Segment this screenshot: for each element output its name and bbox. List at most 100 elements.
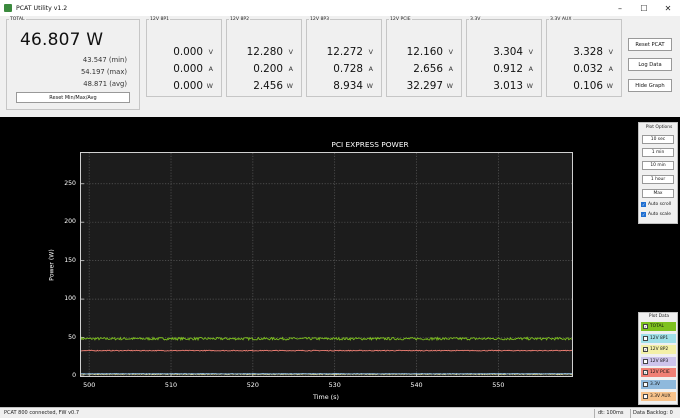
rail-current-row: 2.656 A (386, 63, 459, 78)
rail-voltage-unit: V (208, 48, 213, 56)
rail-power-unit: W (366, 82, 373, 90)
rail-current-value: 0.200 (253, 63, 283, 75)
rail-current-row: 0.000 A (146, 63, 219, 78)
range-1hour-button[interactable]: 1 hour (642, 175, 674, 184)
checkbox-unchecked-icon[interactable] (643, 382, 648, 387)
range-10min-button[interactable]: 10 min (642, 161, 674, 170)
app-icon (4, 4, 12, 12)
y-tick-label: 50 (68, 333, 76, 341)
rail-power-row: 0.000 W (146, 80, 219, 95)
rail-group: 12V 8P2 (226, 17, 302, 97)
hide-graph-button[interactable]: Hide Graph (628, 79, 672, 92)
y-axis-label: Power (W) (48, 249, 56, 281)
rail-current-unit: A (208, 65, 213, 73)
rail-power-row: 2.456 W (226, 80, 299, 95)
checkbox-checked-icon[interactable]: ✓ (643, 347, 648, 353)
rail-current-value: 0.000 (173, 63, 203, 75)
rail-power-unit: W (446, 82, 453, 90)
auto-scroll-label: Auto scroll (648, 202, 672, 207)
legend-item[interactable]: 12V 8P1 (641, 333, 676, 343)
checkbox-checked-icon[interactable]: ✓ (643, 324, 648, 329)
plot-options-panel: Plot Options 10 sec 1 min 10 min 1 hour … (638, 122, 678, 224)
checkbox-unchecked-icon[interactable] (643, 393, 648, 399)
rail-current-row: 0.912 A (466, 63, 539, 78)
rail-name: 3.3V AUX (550, 17, 572, 22)
plot-data-panel: Plot Data ✓ TOTAL 12V 8P1 ✓ 12V 8P2 12V 8P3 ✓ 1… (638, 312, 678, 405)
y-tick-label: 0 (72, 372, 76, 379)
plot-options-title: Plot Options (645, 125, 673, 130)
auto-scale-checkbox[interactable]: ✓ Auto scale (641, 212, 671, 217)
chart-title: PCI EXPRESS POWER (331, 140, 409, 149)
y-tick-label: 100 (64, 295, 76, 303)
range-10sec-button[interactable]: 10 sec (642, 135, 674, 144)
rail-power-row: 3.013 W (466, 80, 539, 95)
rail-voltage-unit: V (288, 48, 293, 56)
rail-name: 3.3V (470, 17, 481, 22)
rail-power-row: 0.106 W (546, 80, 619, 95)
range-max-button[interactable]: Max (642, 189, 674, 198)
title-bar: PCAT Utility v1.2 – ☐ ✕ (0, 0, 680, 16)
rail-power-unit: W (606, 82, 613, 90)
connection-status: PCAT 800 connected, FW v0.7 (4, 410, 79, 416)
rail-power-row: 8.934 W (306, 80, 379, 95)
rail-name: 12V 8P1 (150, 17, 170, 22)
legend-item[interactable]: ✓ TOTAL (641, 322, 676, 331)
legend-item[interactable]: 3.3V (641, 380, 676, 389)
rail-voltage-unit: V (528, 48, 533, 56)
legend-item[interactable]: 3.3V AUX (641, 391, 676, 401)
status-separator (594, 409, 595, 418)
rail-current-unit: A (608, 65, 613, 73)
rail-current-value: 0.728 (333, 63, 363, 75)
legend-item[interactable]: ✓ 12V PCIE (641, 368, 676, 378)
x-tick-label: 500 (83, 381, 96, 389)
checkbox-checked-icon[interactable]: ✓ (643, 370, 648, 376)
series-line-12v-pcie (80, 349, 573, 352)
reset-pcat-button[interactable]: Reset PCAT (628, 38, 672, 51)
checkbox-unchecked-icon[interactable] (643, 358, 648, 364)
rail-current-unit: A (288, 65, 293, 73)
log-data-button[interactable]: Log Data (628, 58, 672, 71)
x-tick-label: 550 (492, 381, 505, 389)
rail-power-row: 32.297 W (386, 80, 459, 95)
rail-voltage-row: 12.272 V (306, 46, 379, 61)
total-group-label: TOTAL (10, 17, 25, 22)
rail-power-unit: W (206, 82, 213, 90)
maximize-button[interactable]: ☐ (640, 3, 648, 13)
rail-voltage-value: 12.280 (246, 46, 283, 58)
x-tick-label: 540 (410, 381, 423, 389)
rail-voltage-row: 3.328 V (546, 46, 619, 61)
x-axis-label: Time (s) (313, 393, 339, 401)
rail-power-value: 3.013 (493, 80, 523, 92)
status-bar: PCAT 800 connected, FW v0.7 dt: 100ms Da… (0, 407, 680, 418)
rail-current-unit: A (448, 65, 453, 73)
rail-current-row: 0.200 A (226, 63, 299, 78)
checkbox-unchecked-icon[interactable] (643, 335, 648, 341)
plot-canvas[interactable] (80, 152, 573, 377)
x-tick-label: 530 (328, 381, 341, 389)
rail-voltage-value: 12.160 (406, 46, 443, 58)
legend-item[interactable]: 12V 8P3 (641, 356, 676, 366)
rail-current-unit: A (368, 65, 373, 73)
legend-label: 12V 8P3 (650, 358, 669, 364)
rail-voltage-unit: V (448, 48, 453, 56)
rail-group: 12V 8P1 (146, 17, 222, 97)
rail-voltage-row: 3.304 V (466, 46, 539, 61)
rail-current-value: 0.912 (493, 63, 523, 75)
data-backlog: Data Backlog: 0 (633, 410, 673, 416)
rail-voltage-value: 3.304 (493, 46, 523, 58)
checkmark-icon: ✓ (641, 212, 646, 217)
rail-power-value: 0.106 (573, 80, 603, 92)
range-1min-button[interactable]: 1 min (642, 148, 674, 157)
status-separator (630, 409, 631, 418)
total-max: 54.197 (max) (80, 68, 127, 76)
legend-item[interactable]: ✓ 12V 8P2 (641, 345, 676, 355)
plot-data-title: Plot Data (648, 314, 670, 319)
close-button[interactable]: ✕ (664, 3, 672, 13)
reset-min-max-avg-button[interactable]: Reset Min/Max/Avg (16, 92, 130, 103)
rail-power-value: 2.456 (253, 80, 283, 92)
total-avg: 48.871 (avg) (83, 80, 127, 88)
minimize-button[interactable]: – (618, 3, 622, 13)
x-tick-label: 510 (164, 381, 178, 389)
auto-scroll-checkbox[interactable]: ✓ Auto scroll (641, 202, 671, 207)
rail-current-unit: A (528, 65, 533, 73)
